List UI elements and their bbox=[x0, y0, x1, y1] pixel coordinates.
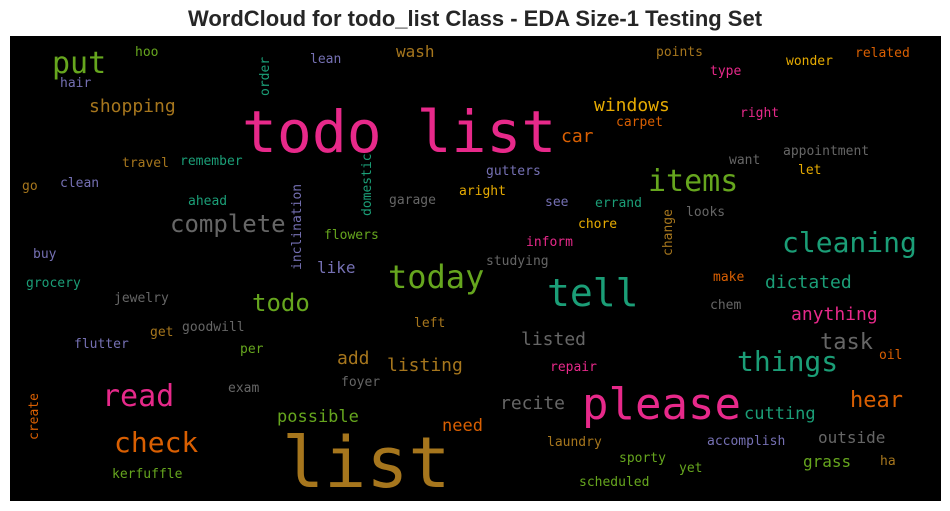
word-buy: buy bbox=[33, 247, 57, 262]
word-possible: possible bbox=[277, 407, 359, 427]
word-things: things bbox=[737, 345, 838, 378]
word-like: like bbox=[317, 258, 356, 277]
word-errand: errand bbox=[595, 196, 642, 211]
word-car: car bbox=[561, 126, 594, 147]
word-listing: listing bbox=[387, 355, 463, 376]
word-clean: clean bbox=[60, 176, 99, 191]
word-make: make bbox=[713, 270, 744, 285]
word-flutter: flutter bbox=[74, 337, 129, 352]
word-let: let bbox=[798, 163, 821, 178]
word-go: go bbox=[22, 179, 38, 194]
word-foyer: foyer bbox=[341, 375, 380, 390]
word-inclination: inclination bbox=[290, 184, 305, 270]
word-related: related bbox=[855, 46, 910, 61]
word-laundry: laundry bbox=[547, 435, 602, 450]
word-jewelry: jewelry bbox=[114, 291, 169, 306]
word-cutting: cutting bbox=[744, 404, 816, 424]
word-lean: lean bbox=[310, 52, 341, 67]
word-list: list bbox=[282, 422, 451, 501]
word-outside: outside bbox=[818, 428, 885, 447]
word-please: please bbox=[582, 379, 741, 430]
word-cleaning: cleaning bbox=[782, 226, 917, 259]
word-remember: remember bbox=[180, 154, 243, 169]
word-chem: chem bbox=[710, 298, 741, 313]
wordcloud-svg: todo listlistpleasetelltodayitemscleanin… bbox=[22, 42, 917, 501]
word-travel: travel bbox=[122, 156, 169, 171]
word-chore: chore bbox=[578, 217, 617, 232]
word-read: read bbox=[102, 379, 174, 414]
word-listed: listed bbox=[521, 329, 586, 350]
word-points: points bbox=[656, 45, 703, 60]
word-oil: oil bbox=[879, 348, 902, 363]
word-left: left bbox=[414, 316, 445, 331]
word-complete: complete bbox=[170, 210, 286, 238]
word-change: change bbox=[661, 209, 676, 256]
word-hoo: hoo bbox=[135, 45, 158, 60]
word-yet: yet bbox=[679, 461, 702, 476]
word-want: want bbox=[729, 153, 760, 168]
word-windows: windows bbox=[594, 95, 670, 116]
word-looks: looks bbox=[686, 205, 725, 220]
word-ha: ha bbox=[880, 454, 896, 469]
word-check: check bbox=[114, 426, 198, 459]
word-grass: grass bbox=[803, 452, 851, 471]
word-todo-list: todo list bbox=[242, 98, 556, 166]
word-hair: hair bbox=[60, 76, 91, 91]
wordcloud-canvas: todo list list please tell today items cleanin… bbox=[10, 36, 941, 501]
word-repair: repair bbox=[550, 360, 597, 375]
word-goodwill: goodwill bbox=[182, 320, 245, 335]
word-accomplish: accomplish bbox=[707, 434, 785, 449]
word-scheduled: scheduled bbox=[579, 475, 649, 490]
word-aright: aright bbox=[459, 184, 506, 199]
word-wash: wash bbox=[396, 42, 435, 61]
word-shopping: shopping bbox=[89, 96, 176, 117]
word-need: need bbox=[442, 416, 483, 436]
word-per: per bbox=[240, 342, 264, 357]
word-domestic: domestic bbox=[360, 153, 375, 216]
word-task: task bbox=[820, 330, 873, 355]
word-exam: exam bbox=[228, 381, 259, 396]
word-todo: todo bbox=[252, 289, 310, 317]
word-put: put bbox=[52, 46, 106, 81]
word-studying: studying bbox=[486, 254, 549, 269]
word-anything: anything bbox=[791, 304, 878, 325]
word-sporty: sporty bbox=[619, 451, 666, 466]
word-flowers: flowers bbox=[324, 228, 379, 243]
word-type: type bbox=[710, 64, 741, 79]
word-carpet: carpet bbox=[616, 115, 663, 130]
word-tell: tell bbox=[547, 271, 639, 315]
word-grocery: grocery bbox=[26, 276, 81, 291]
word-garage: garage bbox=[389, 193, 436, 208]
word-items: items bbox=[648, 164, 738, 199]
word-get: get bbox=[150, 325, 173, 340]
word-kerfuffle: kerfuffle bbox=[112, 467, 183, 482]
word-ahead: ahead bbox=[188, 194, 227, 209]
word-dictated: dictated bbox=[765, 272, 852, 293]
word-hear: hear bbox=[850, 388, 903, 413]
word-see: see bbox=[545, 195, 569, 210]
word-inform: inform bbox=[526, 235, 573, 250]
word-wonder: wonder bbox=[786, 54, 833, 69]
word-recite: recite bbox=[500, 393, 565, 414]
chart-title: WordCloud for todo_list Class - EDA Size… bbox=[187, 6, 763, 31]
word-create: create bbox=[27, 393, 42, 440]
word-gutters: gutters bbox=[486, 164, 541, 179]
word-order: order bbox=[258, 57, 273, 96]
word-right: right bbox=[740, 106, 779, 121]
word-today: today bbox=[388, 258, 484, 296]
word-appointment: appointment bbox=[783, 144, 869, 159]
word-add: add bbox=[337, 348, 370, 369]
